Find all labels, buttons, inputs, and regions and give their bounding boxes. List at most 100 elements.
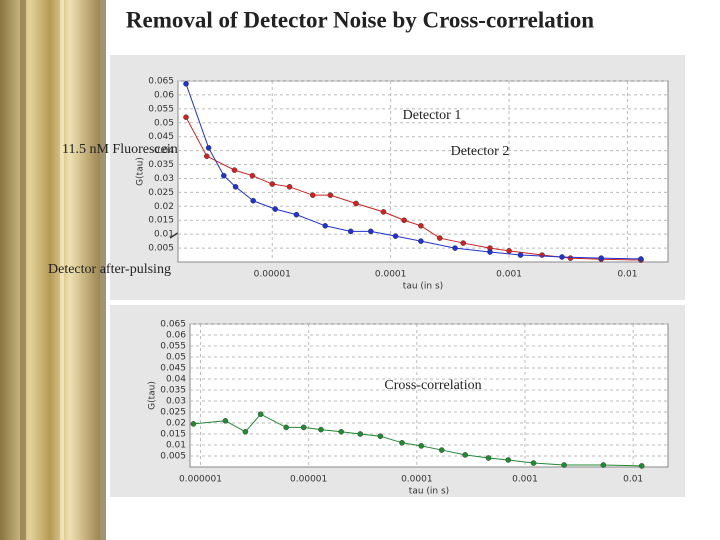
data-point — [517, 252, 524, 258]
y-axis-label: G(tau) — [148, 381, 158, 410]
x-axis-label: tau (in s) — [409, 487, 449, 497]
y-tick-label: 0.06 — [166, 331, 186, 341]
data-point — [638, 463, 645, 469]
annotation: Detector after-pulsing — [48, 262, 171, 277]
x-tick-label: 0.000001 — [179, 475, 222, 485]
fit-line — [193, 413, 642, 467]
data-point — [487, 249, 493, 255]
y-tick-label: 0.035 — [148, 160, 174, 170]
data-point — [272, 206, 279, 212]
decor-line — [20, 0, 26, 540]
data-point — [232, 184, 239, 190]
y-tick-label: 0.04 — [154, 146, 174, 156]
data-point — [392, 233, 399, 239]
data-point — [368, 228, 374, 235]
data-point — [436, 235, 443, 241]
data-point — [561, 462, 567, 468]
data-point — [183, 114, 189, 120]
decor-strip — [0, 0, 100, 540]
data-point — [598, 255, 604, 261]
y-axis-label: G(tau) — [136, 157, 146, 186]
data-point — [269, 181, 276, 187]
data-point — [530, 460, 537, 466]
data-point — [401, 217, 407, 224]
data-point — [322, 222, 328, 229]
y-tick-label: 0.015 — [148, 216, 174, 226]
y-tick-label: 0.01 — [166, 441, 186, 451]
x-tick-label: 0.01 — [623, 475, 643, 485]
y-tick-label: 0.035 — [160, 386, 186, 396]
y-tick-label: 0.06 — [154, 90, 174, 100]
data-point — [399, 439, 405, 446]
y-tick-label: 0.02 — [166, 419, 186, 429]
y-tick-label: 0.015 — [160, 430, 186, 440]
data-point — [438, 447, 445, 453]
data-point — [452, 245, 458, 251]
y-tick-label: 0.05 — [154, 118, 174, 128]
data-point — [539, 252, 545, 258]
data-point — [300, 424, 307, 431]
y-tick-label: 0.03 — [154, 174, 174, 184]
y-tick-label: 0.025 — [160, 408, 186, 418]
data-point — [283, 424, 289, 431]
y-tick-label: 0.065 — [160, 320, 186, 330]
y-tick-label: 0.005 — [160, 452, 186, 462]
y-tick-label: 0.045 — [160, 364, 186, 374]
data-point — [318, 426, 324, 433]
x-tick-label: 0.0001 — [375, 270, 407, 280]
slide-title: Removal of Detector Noise by Cross-corre… — [126, 7, 594, 32]
x-axis-label: tau (in s) — [403, 282, 443, 292]
data-point — [286, 184, 293, 190]
data-point — [205, 145, 212, 151]
data-point — [221, 172, 227, 179]
annotation: 11.5 nM Fluorescein — [62, 142, 178, 157]
annotation: Detector 1 — [403, 108, 462, 123]
data-point — [377, 433, 384, 440]
y-tick-label: 0.005 — [148, 244, 174, 254]
data-point — [309, 192, 316, 198]
data-point — [357, 431, 364, 437]
data-point — [183, 80, 189, 87]
y-tick-label: 0.055 — [160, 342, 186, 352]
y-tick-label: 0.02 — [154, 202, 174, 212]
annotation: Detector 2 — [451, 144, 510, 159]
data-point — [190, 421, 197, 427]
x-tick-label: 0.001 — [512, 475, 538, 485]
y-tick-label: 0.05 — [166, 353, 186, 363]
x-tick-label: 0.0001 — [401, 475, 433, 485]
data-point — [203, 153, 210, 159]
data-point — [338, 428, 345, 435]
data-point — [257, 411, 264, 418]
plot-area — [177, 80, 669, 263]
x-tick-label: 0.00001 — [290, 475, 327, 485]
data-point — [506, 248, 512, 254]
y-tick-label: 0.065 — [148, 77, 174, 87]
data-point — [418, 238, 424, 244]
data-point — [327, 192, 334, 198]
data-point — [249, 172, 256, 179]
data-point — [485, 455, 492, 461]
data-point — [242, 428, 249, 435]
decor-edge — [100, 0, 106, 540]
data-point — [567, 255, 574, 261]
y-tick-label: 0.03 — [166, 397, 186, 407]
data-point — [347, 228, 354, 235]
data-point — [293, 211, 300, 218]
fit-line — [185, 116, 641, 261]
y-tick-label: 0.045 — [148, 132, 174, 142]
data-point — [559, 254, 565, 260]
data-point — [250, 197, 256, 204]
data-point — [380, 209, 387, 215]
data-point — [222, 417, 229, 424]
x-tick-label: 0.00001 — [254, 270, 291, 280]
data-point — [418, 443, 425, 449]
annotation: Cross-correlation — [384, 378, 481, 393]
x-tick-label: 0.001 — [496, 270, 522, 280]
data-point — [460, 240, 467, 246]
data-point — [505, 457, 512, 463]
data-point — [600, 462, 607, 468]
data-point — [231, 167, 238, 173]
data-point — [418, 222, 424, 229]
